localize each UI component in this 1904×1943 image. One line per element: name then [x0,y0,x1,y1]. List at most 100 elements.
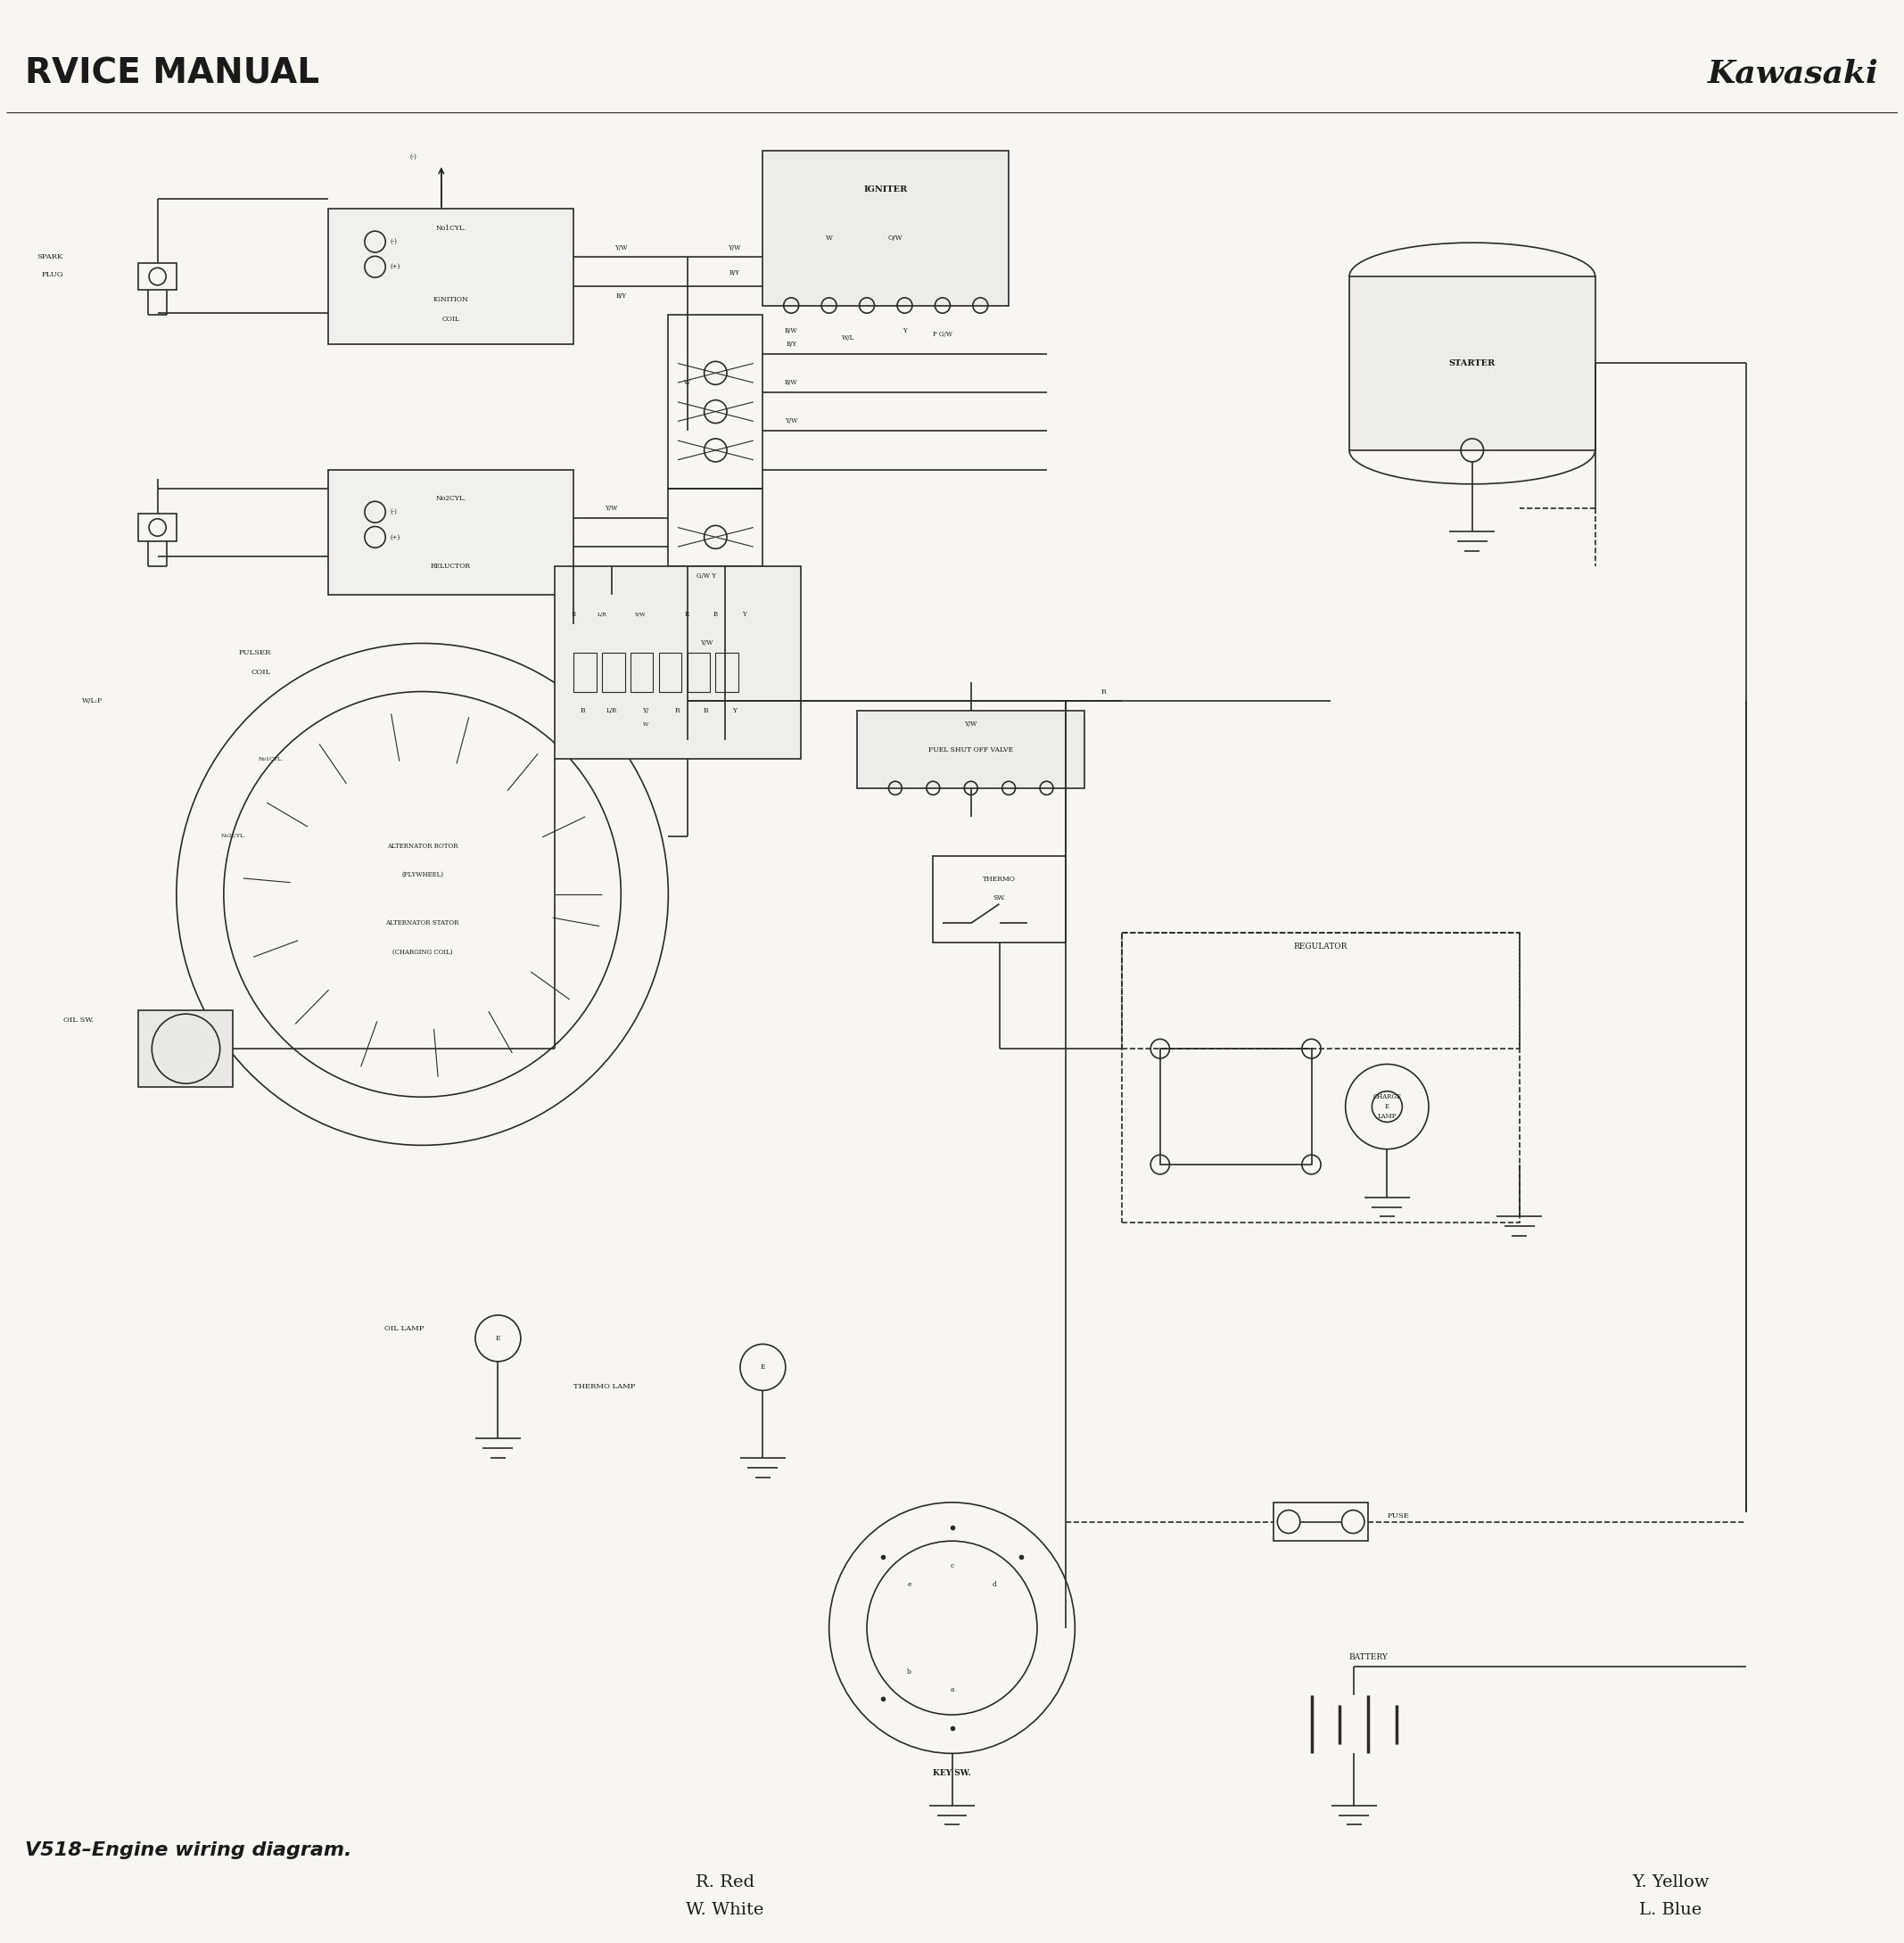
Text: PULSER: PULSER [238,649,270,657]
Text: B/Y: B/Y [615,291,626,299]
Text: B/W: B/W [784,326,798,334]
Text: Y: Y [733,707,737,715]
Bar [554,565,802,760]
Text: a: a [950,1687,954,1692]
Text: B: B [581,707,586,715]
Text: W: W [644,723,649,727]
Text: LAMP: LAMP [1377,1113,1398,1119]
Text: ALTERNATOR STATOR: ALTERNATOR STATOR [387,919,459,927]
Text: No2CYL.: No2CYL. [221,834,246,839]
Text: SPARK: SPARK [36,255,63,260]
Text: Y/W: Y/W [784,418,798,426]
Text: Y/W: Y/W [699,639,712,647]
Text: Y: Y [743,610,746,618]
Text: R. Red: R. Red [695,1875,754,1891]
Text: R: R [1101,688,1106,696]
Bar [139,515,177,540]
Text: Y/W: Y/W [965,721,977,729]
Text: No1CYL.: No1CYL. [436,225,466,231]
Bar [1121,933,1519,1222]
Text: B: B [714,610,718,618]
Text: E: E [760,1364,765,1372]
Text: W/L: W/L [842,334,855,342]
Text: REGULATOR: REGULATOR [1295,942,1348,950]
Text: BATTERY: BATTERY [1348,1653,1388,1661]
Bar [668,315,764,490]
Text: W/L:P: W/L:P [82,698,103,705]
Text: B/Y: B/Y [786,340,796,348]
Text: ALTERNATOR ROTOR: ALTERNATOR ROTOR [387,843,457,849]
Text: RVICE MANUAL: RVICE MANUAL [25,56,320,91]
Bar [933,855,1066,942]
Text: FUEL SHUT OFF VALVE: FUEL SHUT OFF VALVE [929,746,1013,754]
Text: No1CYL.: No1CYL. [259,758,284,762]
Text: B/W: B/W [784,379,798,387]
Text: PLUG: PLUG [42,270,63,278]
Bar [668,490,764,565]
Text: L. Blue: L. Blue [1639,1902,1702,1918]
Text: COIL: COIL [251,668,270,676]
Text: STARTER: STARTER [1449,359,1495,367]
Text: No2CYL.: No2CYL. [436,495,466,501]
Bar [573,653,596,692]
Text: e: e [906,1582,912,1587]
Text: IGNITER: IGNITER [864,187,908,194]
Bar [659,653,682,692]
Text: Y/W: Y/W [605,505,619,511]
Bar [139,1010,232,1088]
Text: W. White: W. White [685,1902,764,1918]
Text: B: B [571,610,575,618]
Bar [1274,1502,1369,1541]
Text: Y/W: Y/W [727,245,741,251]
Text: G/W Y: G/W Y [697,571,716,579]
Bar [327,210,573,344]
Text: (+): (+) [390,262,400,270]
Text: COIL: COIL [442,315,459,323]
Bar [687,653,710,692]
Bar [1350,276,1596,451]
Text: W: W [826,235,832,241]
Text: THERMO: THERMO [982,874,1015,882]
Text: E: E [1384,1104,1390,1109]
Text: RELUCTOR: RELUCTOR [430,563,470,569]
Bar [327,470,573,595]
Text: FUSE: FUSE [1388,1512,1409,1519]
Text: b: b [906,1667,912,1675]
Text: SW.: SW. [994,894,1005,902]
Bar [602,653,625,692]
Text: Kawasaki: Kawasaki [1708,58,1879,89]
Text: Y: Y [902,326,906,334]
Text: (FLYWHEEL): (FLYWHEEL) [402,870,444,878]
Text: (-): (-) [409,153,417,161]
Text: V518–Engine wiring diagram.: V518–Engine wiring diagram. [25,1842,352,1859]
Text: L/R: L/R [598,612,607,616]
Bar [716,653,739,692]
Bar [1160,1049,1312,1164]
Text: W: W [684,379,691,387]
Text: Y/W: Y/W [634,612,645,616]
Bar [139,262,177,290]
Text: OIL LAMP: OIL LAMP [385,1325,425,1333]
Text: (+): (+) [390,534,400,540]
Text: Y/: Y/ [642,707,649,715]
Text: B: B [704,707,708,715]
Bar [630,653,653,692]
Text: d: d [992,1582,998,1587]
Text: O/W: O/W [887,235,902,241]
Text: (CHARGING COIL): (CHARGING COIL) [392,948,453,956]
Text: (-): (-) [390,509,398,515]
Bar [857,711,1085,789]
Text: Y. Yellow: Y. Yellow [1632,1875,1710,1891]
Text: R: R [676,707,680,715]
Text: E: E [495,1335,501,1343]
Text: P G/W: P G/W [933,330,952,338]
Text: IGNITION: IGNITION [432,295,468,303]
Text: c: c [950,1562,954,1570]
Text: R: R [685,610,689,618]
Text: B/Y: B/Y [729,268,741,276]
Text: OIL SW.: OIL SW. [63,1016,93,1024]
Text: THERMO LAMP: THERMO LAMP [573,1383,636,1389]
Text: CHARGE: CHARGE [1373,1094,1401,1100]
Text: KEY SW.: KEY SW. [933,1768,971,1776]
Text: L/R: L/R [605,707,617,715]
